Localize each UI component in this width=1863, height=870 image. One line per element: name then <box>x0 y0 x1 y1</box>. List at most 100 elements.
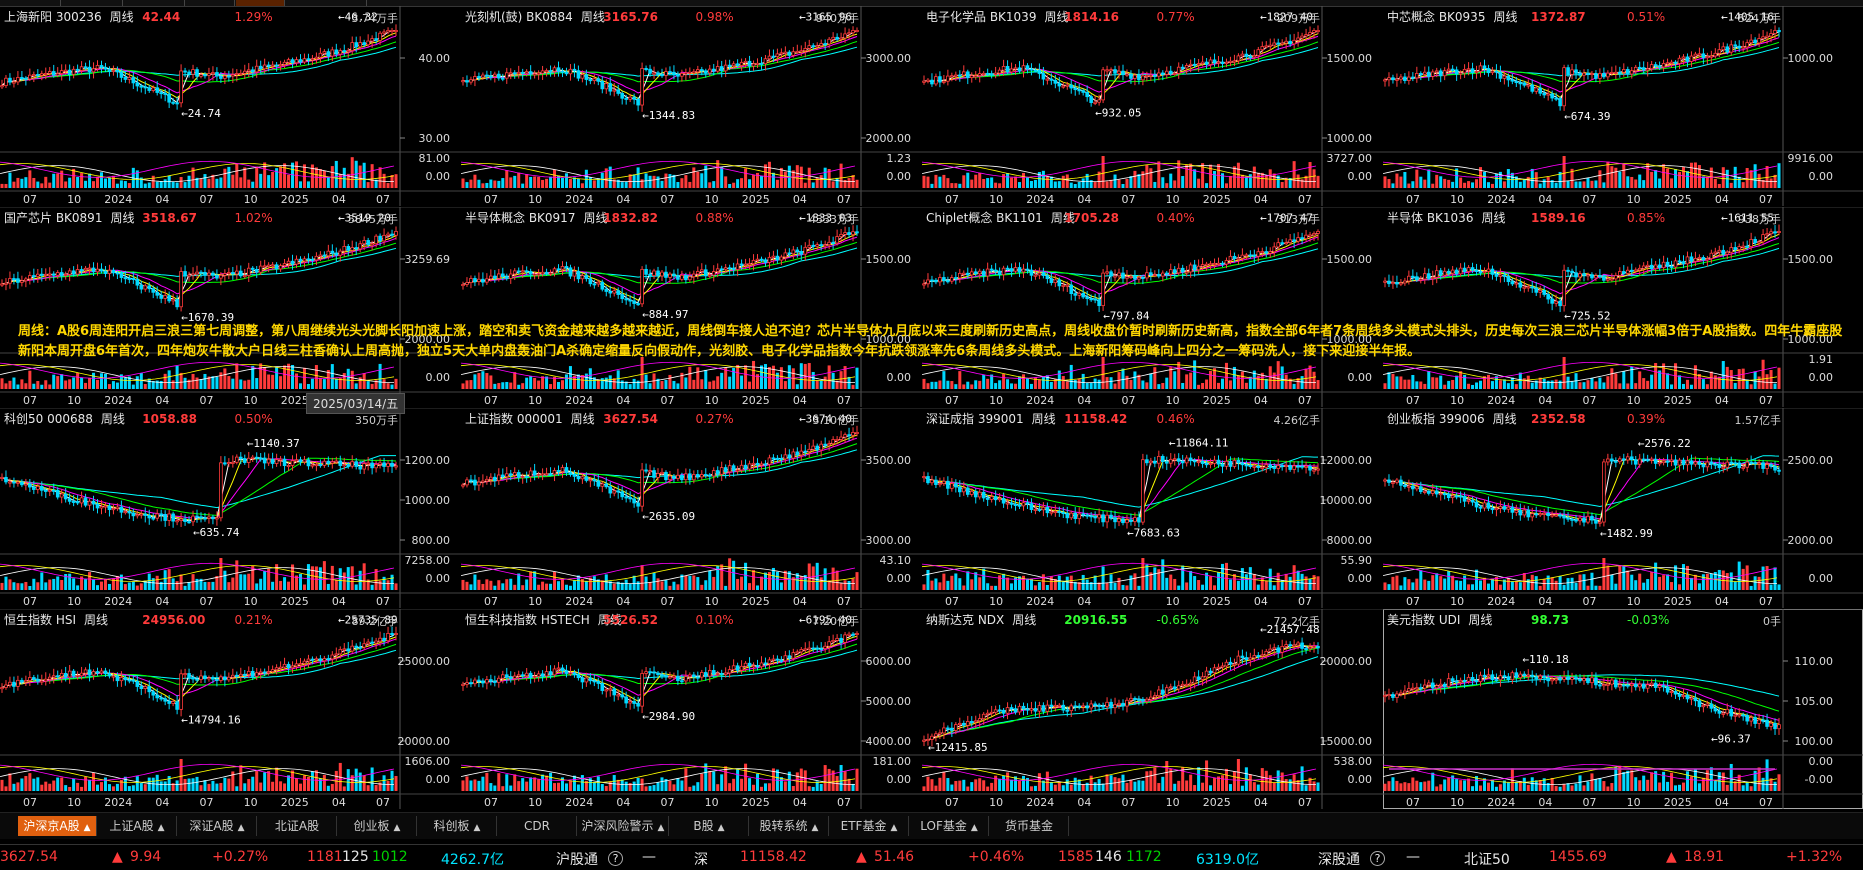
volume-bar <box>1575 583 1578 590</box>
candle-body <box>1010 69 1013 72</box>
volume-bar <box>1690 385 1693 389</box>
volume-bar <box>311 566 314 590</box>
volume-bar <box>1411 375 1414 389</box>
volume-bar <box>1567 377 1570 389</box>
volume-bar <box>152 778 155 791</box>
volume-bar <box>1094 782 1097 791</box>
candle-body <box>978 271 981 274</box>
volume-bar <box>1455 580 1458 590</box>
candle-body <box>462 284 465 285</box>
candle-body <box>223 274 226 276</box>
volume-bar <box>1387 584 1390 590</box>
candle-body <box>1197 64 1200 65</box>
volume-bar <box>1165 378 1168 389</box>
candle-body <box>1193 677 1196 683</box>
candle-body <box>132 77 135 82</box>
candle-body <box>1746 246 1749 247</box>
x-tick-label: 04 <box>793 595 807 608</box>
candle-body <box>1185 272 1188 273</box>
candle-body <box>180 271 183 306</box>
volume-bar <box>160 781 163 791</box>
moving-average-line <box>924 657 1318 741</box>
candle-body <box>295 60 298 63</box>
volume-bar <box>1066 174 1069 188</box>
candle-body <box>116 676 119 681</box>
volume-bar <box>966 571 969 590</box>
volume-bar <box>227 582 230 590</box>
volume-bar <box>1141 558 1144 590</box>
candle-body <box>204 272 207 275</box>
candle-body <box>128 680 131 681</box>
candle-body <box>470 480 473 481</box>
volume-bar <box>84 181 87 188</box>
candle-body <box>1447 494 1450 498</box>
candle-body <box>752 463 755 464</box>
candlestick-chart[interactable]: ←11864.11←7683.6312000.0010000.008000.00… <box>922 408 1383 608</box>
volume-bar <box>1777 163 1780 188</box>
volume-bar <box>840 164 843 188</box>
candlestick-chart[interactable]: ←3674.40←2635.093500.003000.0043.100.000… <box>461 408 922 608</box>
volume-bar <box>688 182 691 188</box>
candle-body <box>319 659 322 661</box>
volume-bar <box>92 773 95 791</box>
volume-bar <box>1531 383 1534 389</box>
candle-body <box>1471 268 1474 271</box>
volume-bar <box>772 173 775 188</box>
volume-bar <box>724 368 727 389</box>
volume-bar <box>1419 570 1422 590</box>
volume-bar <box>1582 382 1585 389</box>
candlestick-chart[interactable]: ←1827.40←932.051500.001000.003727.000.00… <box>922 6 1383 206</box>
candle-body <box>251 671 254 676</box>
candle-body <box>982 492 985 498</box>
volume-bar <box>660 181 663 188</box>
volume-bar <box>215 576 218 590</box>
candlestick-chart[interactable]: ←1140.37←635.741200.001000.00800.007258.… <box>0 408 461 608</box>
candlestick-chart[interactable]: ←6195.40←2984.906000.005000.004000.00181… <box>461 609 922 809</box>
volume-bar <box>1527 376 1530 389</box>
x-tick-label: 10 <box>989 595 1003 608</box>
volume-bar <box>938 381 941 389</box>
candle-body <box>204 75 207 76</box>
volume-bar <box>291 365 294 389</box>
candle-body <box>1217 460 1220 464</box>
volume-bar <box>1153 768 1156 791</box>
candlestick-chart[interactable]: ←21457.48←12415.8520000.0015000.00538.00… <box>922 609 1383 809</box>
volume-bar <box>307 564 310 590</box>
x-tick-label: 04 <box>155 796 169 809</box>
candle-body <box>1750 239 1753 246</box>
volume-bar <box>1046 772 1049 791</box>
candle-body <box>1531 85 1534 91</box>
candle-body <box>1738 463 1741 468</box>
candle-body <box>1654 265 1657 269</box>
candlestick-chart[interactable]: ←3165.96←1344.833000.002000.001.230.0007… <box>461 6 922 206</box>
candle-body <box>633 97 636 99</box>
candle-body <box>172 102 175 103</box>
candlestick-chart[interactable]: ←25735.89←14794.1625000.0020000.001606.0… <box>0 609 461 809</box>
volume-bar <box>1082 374 1085 389</box>
volume-bar <box>1618 565 1621 590</box>
candle-body <box>1014 68 1017 69</box>
candle-body <box>267 672 270 673</box>
